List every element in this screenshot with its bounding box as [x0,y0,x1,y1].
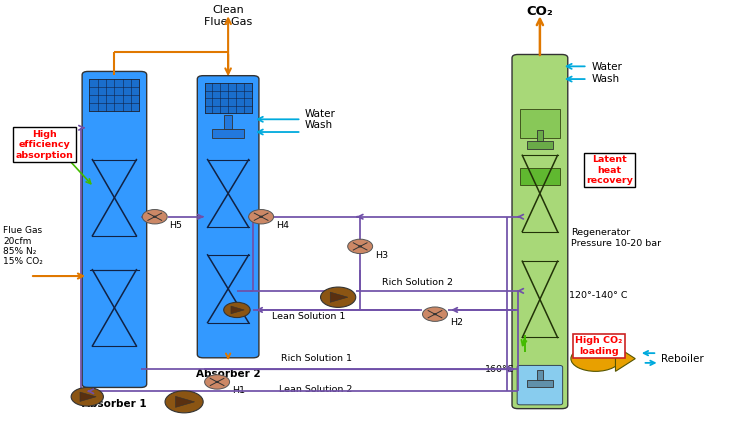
Text: Latent
heat
recovery: Latent heat recovery [586,155,633,185]
Circle shape [153,215,157,218]
Text: H4: H4 [276,221,289,230]
Text: High CO₂
loading: High CO₂ loading [575,336,623,356]
Circle shape [423,307,448,321]
Text: Water
Wash: Water Wash [305,108,336,130]
Text: High
efficiency
absorption: High efficiency absorption [15,130,74,160]
Text: Flue Gas
20cfm
85% N₂
15% CO₂: Flue Gas 20cfm 85% N₂ 15% CO₂ [3,226,43,266]
Text: Regenerator
Pressure 10-20 bar: Regenerator Pressure 10-20 bar [570,228,661,248]
Text: Lean Solution 1: Lean Solution 1 [272,312,345,321]
Text: H1: H1 [232,386,245,395]
Bar [537,370,543,380]
FancyBboxPatch shape [512,54,567,408]
Text: H5: H5 [170,221,182,230]
Bar [527,142,553,149]
Bar [527,380,553,387]
Text: 160°C: 160°C [485,365,514,374]
Circle shape [320,287,356,307]
FancyBboxPatch shape [197,76,259,358]
Circle shape [348,239,373,254]
Text: Water
Wash: Water Wash [591,62,622,83]
Text: H2: H2 [450,318,462,327]
Text: Reboiler: Reboiler [661,354,703,364]
Polygon shape [231,306,244,314]
Polygon shape [330,292,348,302]
Circle shape [143,210,168,224]
Circle shape [71,388,104,406]
Bar [520,109,560,139]
Circle shape [204,375,229,389]
Bar [537,130,543,142]
Circle shape [358,245,362,247]
Text: Rich Solution 1: Rich Solution 1 [281,354,351,363]
Bar [212,129,244,139]
Text: Absorber 2: Absorber 2 [196,369,260,379]
Circle shape [259,215,263,218]
Ellipse shape [571,346,620,371]
Bar [520,168,560,185]
Polygon shape [615,346,635,371]
Text: Absorber 1: Absorber 1 [82,399,147,409]
FancyBboxPatch shape [517,366,562,405]
Polygon shape [80,392,96,402]
Text: Lean Solution 2: Lean Solution 2 [279,385,353,394]
Text: H3: H3 [375,251,388,260]
Circle shape [223,302,250,317]
Bar [224,115,232,129]
Text: CO₂: CO₂ [526,5,553,18]
Circle shape [165,391,203,413]
Bar [204,83,251,113]
Circle shape [215,381,219,383]
Circle shape [433,313,437,315]
Text: Rich Solution 2: Rich Solution 2 [382,278,453,286]
Bar [90,79,140,111]
Text: Clean
Flue Gas: Clean Flue Gas [204,5,252,26]
Text: 120°-140° C: 120°-140° C [569,291,628,300]
Circle shape [248,210,273,224]
Polygon shape [176,397,195,407]
FancyBboxPatch shape [82,71,147,388]
